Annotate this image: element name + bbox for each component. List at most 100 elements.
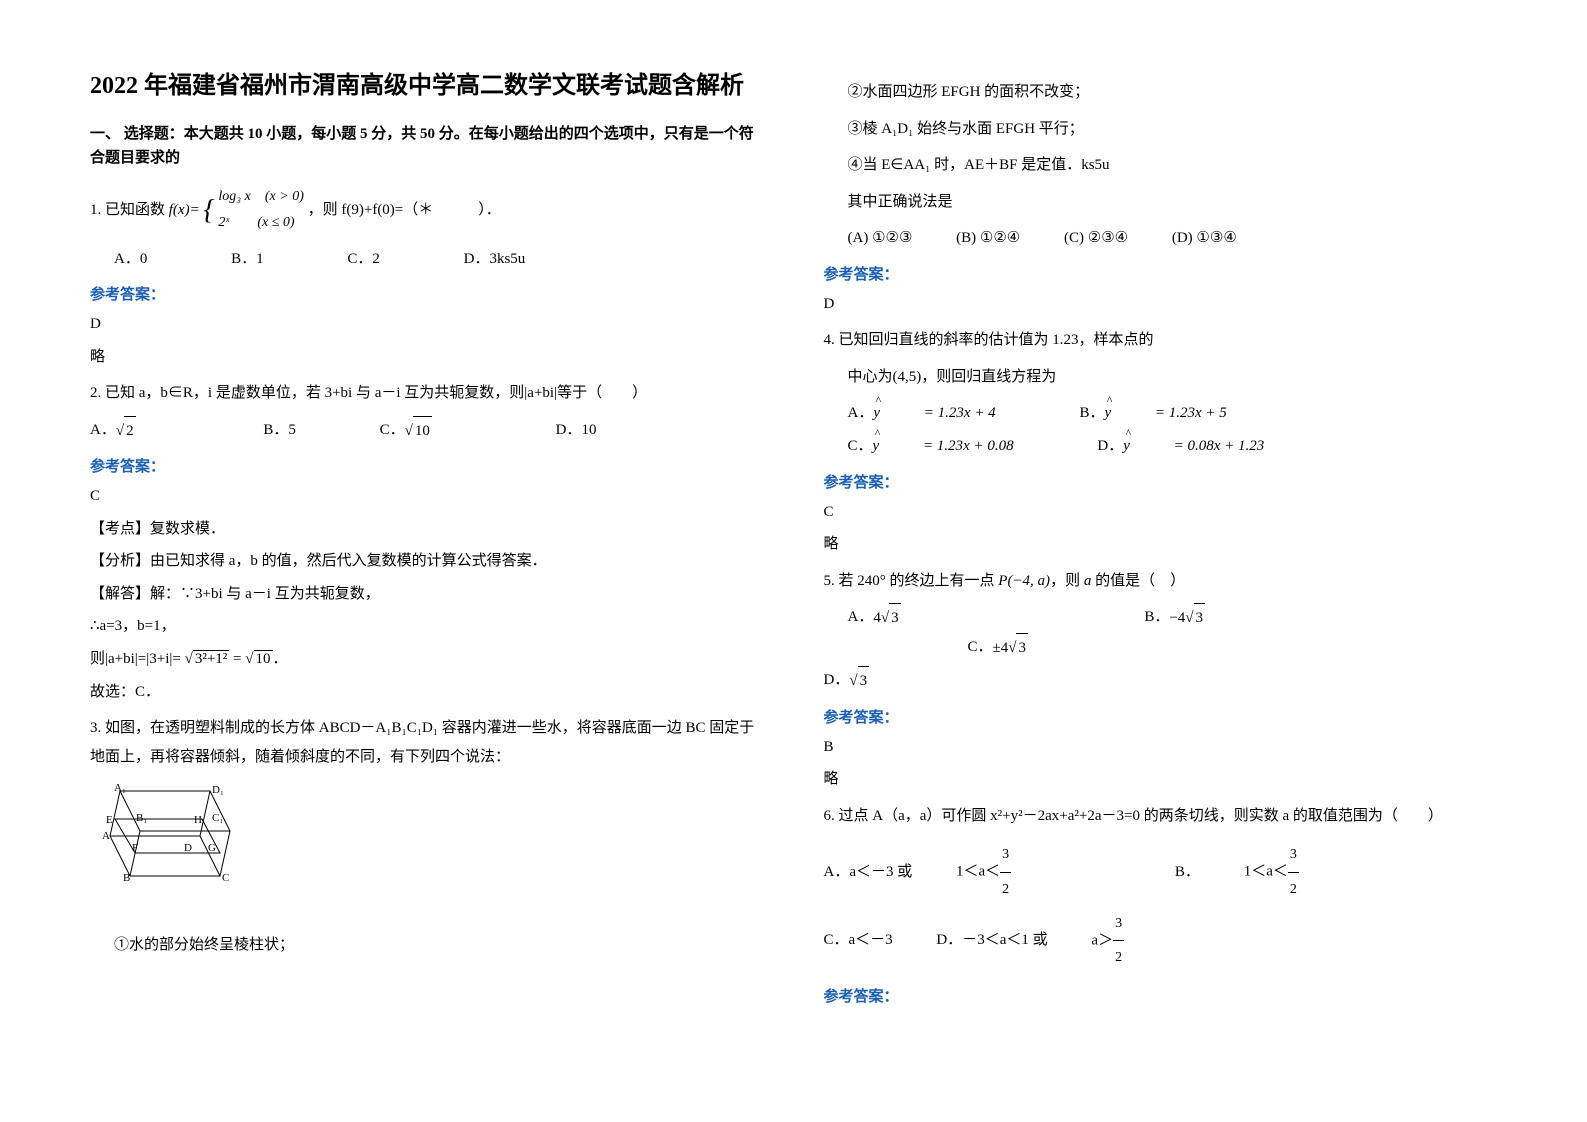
q1-piece-2: 2ˣ (x ≤ 0) [218,210,303,237]
svg-text:B₁: B₁ [136,812,147,824]
svg-text:D: D [184,842,192,854]
svg-text:A: A [102,830,110,842]
q3-opt-d: (D) ①③④ [1172,224,1237,253]
left-column: 2022 年福建省福州市渭南高级中学高二数学文联考试题含解析 一、 选择题：本大… [90,70,764,1082]
svg-text:C: C [222,872,229,884]
q6a-frac: 1＜a＜32 [956,838,1091,906]
q2-opt-c: C．√10 [380,416,512,446]
q1-opt-a-val: 0 [140,245,148,274]
q1-opt-c-val: 2 [372,245,380,274]
q4-note: 略 [824,530,1498,559]
q1-opt-a: A．0 [114,245,187,274]
q1-stem: 1. 已知函数 f(x)= { log₃ x (x > 0) 2ˣ (x ≤ 0… [90,184,764,237]
right-column: ②水面四边形 EFGH 的面积不改变； ③棱 A₁D₁ 始终与水面 EFGH 平… [824,70,1498,1082]
q3-stmt-1: ①水的部分始终呈棱柱状； [90,931,764,960]
q2-sol5-pre: 则|a+bi|=|3+i|= [90,651,181,667]
section-1-heading: 一、 选择题：本大题共 10 小题，每小题 5 分，共 50 分。在每小题给出的… [90,122,764,170]
q2-sol6: 故选：C． [90,678,764,707]
angle-240: 240° [857,567,886,596]
q5-stem: 5. 若 240° 的终边上有一点 P(−4, a)，则 a 的值是（ ） [824,567,1498,596]
q4-options-row1: A．y = 1.23x + 4 B．y = 1.23x + 5 [824,399,1498,428]
q4-opt-c: C．y = 1.23x + 0.08 [848,432,1054,461]
q1-piece-1: log₃ x (x > 0) [218,184,303,211]
svg-text:F: F [132,842,138,854]
q1-pieces: log₃ x (x > 0) 2ˣ (x ≤ 0) [218,184,303,237]
svg-text:A₁: A₁ [114,782,126,794]
svg-text:G: G [208,842,216,854]
q5-options: A．4√3 B．−4√3 C．±4√3 [824,603,1498,662]
svg-text:E: E [106,814,113,826]
sqrt-expr: √3²+1² [185,645,230,674]
exam-title: 2022 年福建省福州市渭南高级中学高二数学文联考试题含解析 [90,70,764,104]
q2-sol5-eq: = [233,651,241,667]
q3-stmt-3: ③棱 A₁D₁ 始终与水面 EFGH 平行； [824,115,1498,144]
q2-sol2: 【分析】由已知求得 a，b 的值，然后代入复数模的计算公式得答案． [90,547,764,576]
q3-ask: 其中正确说法是 [824,188,1498,217]
q3-stmt-4: ④当 E∈AA₁ 时，AE＋BF 是定值．ks5u [824,151,1498,180]
q1-prefix: 1. 已知函数 [90,202,169,218]
q6-opt-b: B． 1＜a＜32 [1175,838,1419,906]
q2-sol3: 【解答】解：∵3+bi 与 a－i 互为共轭复数， [90,580,764,609]
q6b-pre: B． [1175,854,1200,890]
q4-stem-b: 中心为(4,5)，则回归直线方程为 [824,363,1498,392]
q6-opt-c: C．a＜－3 [824,922,893,958]
q6-opt-a: A．a＜－3 或 1＜a＜32 [824,838,1132,906]
q6-stem: 6. 过点 A（a，a）可作圆 x²+y²－2ax+a²+2a－3=0 的两条切… [824,802,1498,831]
q2-opt-b: B．5 [263,416,336,445]
q2-stem: 2. 已知 a，b∈R，i 是虚数单位，若 3+bi 与 a－i 互为共轭复数，… [90,379,764,408]
q3-stem: 3. 如图，在透明塑料制成的长方体 ABCD－A₁B₁C₁D₁ 容器内灌进一些水… [90,714,764,771]
q2-sol4: ∴a=3，b=1， [90,612,764,641]
q2-opt-b-val: 5 [288,416,296,445]
q4-options-row2: C．y = 1.23x + 0.08 D．y = 0.08x + 1.23 [824,432,1498,461]
svg-text:H: H [194,814,202,826]
q2-opt-d-val: 10 [581,416,596,445]
q2-options: A．√2 B．5 C．√10 D．10 [90,416,764,446]
q4-stem-a: 4. 已知回归直线的斜率的估计值为 1.23，样本点的 [824,326,1498,355]
q6-ans-label: 参考答案： [824,985,1498,1006]
q3-ans-label: 参考答案： [824,263,1498,284]
q5-note: 略 [824,765,1498,794]
q3-diagram: A B C D A₁ B₁ C₁ D₁ E F G H [90,781,250,921]
q6-options: A．a＜－3 或 1＜a＜32 B． 1＜a＜32 C．a＜－3 D．－3＜a＜… [824,838,1498,974]
q5-options-2: D．√3 [824,666,1498,696]
q1-note: 略 [90,343,764,372]
page-container: 2022 年福建省福州市渭南高级中学高二数学文联考试题含解析 一、 选择题：本大… [0,0,1587,1122]
q2-opt-a: A．√2 [90,416,216,446]
q6b-frac: 1＜a＜32 [1244,838,1379,906]
q4-ans-label: 参考答案： [824,471,1498,492]
q1-answer: D [90,310,764,339]
q6-opt-d: D．－3＜a＜1 或 a＞32 [936,907,1244,975]
q3-stmt-2: ②水面四边形 EFGH 的面积不改变； [824,78,1498,107]
q1-options: A．0 B．1 C．2 D．3ks5u [90,245,764,274]
q1-opt-d-val: 3ks5u [489,245,525,274]
sqrt10b: √10 [245,645,272,674]
q1-opt-b: B．1 [231,245,304,274]
q2-opt-d: D．10 [556,416,637,445]
q2-answer: C [90,482,764,511]
q4-opt-b: B．y = 1.23x + 5 [1079,399,1266,428]
q1-suffix: ，则 f(9)+f(0)=（＊ ）． [308,202,501,218]
q6d-pre: D．－3＜a＜1 或 [936,922,1047,958]
q4-answer: C [824,498,1498,527]
q1-ans-label: 参考答案： [90,283,764,304]
q1-opt-b-val: 1 [256,245,264,274]
q3-opt-a: (A) ①②③ [848,224,913,253]
sqrt2: √2 [116,416,176,446]
q6a-pre: A．a＜－3 或 [824,854,913,890]
q5-opt-c: C．±4√3 [968,633,1108,663]
brace-left: { [203,195,214,226]
q5-ans-label: 参考答案： [824,706,1498,727]
q3-answer: D [824,290,1498,319]
q5-opt-b: B．−4√3 [1144,603,1285,633]
q3-options: (A) ①②③ (B) ①②④ (C) ②③④ (D) ①③④ [824,224,1498,253]
point-p: P(−4, a) [998,567,1050,596]
q5-answer: B [824,733,1498,762]
q5-opt-d: D．√3 [824,666,950,696]
q2-ans-label: 参考答案： [90,455,764,476]
svg-text:D₁: D₁ [212,784,224,796]
q2-sol5: 则|a+bi|=|3+i|= √3²+1² = √10． [90,645,764,674]
svg-text:B: B [123,872,130,884]
q4-opt-d: D．y = 0.08x + 1.23 [1097,432,1304,461]
svg-text:C₁: C₁ [212,812,223,824]
q2-sol5-dot: ． [273,651,288,667]
